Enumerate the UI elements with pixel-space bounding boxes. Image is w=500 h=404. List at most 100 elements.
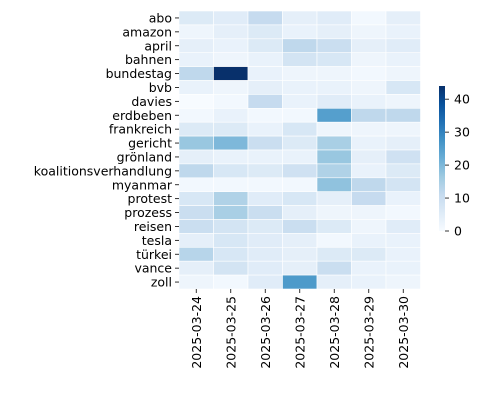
heatmap-cell	[213, 24, 249, 40]
heatmap-cell	[178, 233, 214, 248]
heatmap-cell	[385, 38, 421, 53]
colorbar-tick-label: 40	[454, 92, 470, 107]
heatmap-cell	[316, 260, 352, 276]
y-tick-label: bvb	[149, 80, 172, 95]
heatmap-cell	[247, 121, 283, 137]
heatmap-cell	[247, 24, 283, 40]
heatmap-cell	[247, 260, 283, 276]
heatmap-cell	[316, 135, 352, 151]
heatmap-cell	[178, 247, 214, 262]
heatmap-cell	[385, 191, 421, 206]
heatmap-cell	[316, 24, 352, 40]
heatmap-cell	[178, 66, 214, 81]
heatmap-cell	[178, 52, 214, 67]
heatmap-cell	[385, 163, 421, 179]
heatmap-cell	[213, 233, 249, 248]
y-tick-label: myanmar	[112, 177, 173, 192]
heatmap-cell	[282, 163, 318, 179]
heatmap-cell	[282, 191, 318, 206]
y-tick-label: bahnen	[125, 52, 172, 67]
heatmap-cell	[282, 38, 318, 53]
heatmap-cell	[385, 219, 421, 234]
heatmap-cell	[385, 177, 421, 193]
heatmap-cell	[316, 10, 352, 26]
y-tick-label: frankreich	[109, 122, 172, 137]
heatmap-cell	[351, 121, 387, 137]
heatmap-cell	[213, 10, 249, 26]
heatmap-cell	[282, 94, 318, 109]
heatmap-cell	[213, 149, 249, 165]
heatmap-cell	[385, 205, 421, 220]
heatmap-cell	[247, 163, 283, 179]
heatmap-cell	[385, 260, 421, 276]
heatmap-cell	[178, 260, 214, 276]
heatmap-cell	[282, 108, 318, 123]
heatmap-cell	[385, 247, 421, 262]
heatmap-cell	[178, 80, 214, 95]
heatmap-cell	[351, 24, 387, 40]
heatmap-cell	[385, 52, 421, 67]
heatmap-cell	[282, 52, 318, 67]
y-tick-label: vance	[134, 261, 172, 276]
heatmap-cell	[282, 247, 318, 262]
heatmap-cell	[178, 177, 214, 193]
heatmap-cell	[213, 121, 249, 137]
x-tick-label: 2025-03-25	[223, 296, 238, 369]
heatmap-cell	[316, 205, 352, 220]
heatmap-cell	[282, 135, 318, 151]
y-tick-label: bundestag	[106, 66, 172, 81]
x-tick-label: 2025-03-28	[327, 296, 342, 369]
heatmap-cells	[178, 10, 421, 290]
heatmap-cell	[351, 135, 387, 151]
heatmap-cell	[351, 219, 387, 234]
heatmap-cell	[351, 191, 387, 206]
heatmap-cell	[282, 274, 318, 290]
y-tick-label: gericht	[128, 136, 172, 151]
heatmap-cell	[247, 10, 283, 26]
heatmap-cell	[385, 233, 421, 248]
heatmap-cell	[213, 66, 249, 81]
heatmap-cell	[385, 149, 421, 165]
heatmap-cell	[351, 260, 387, 276]
x-tick-label: 2025-03-24	[189, 296, 204, 369]
heatmap-cell	[282, 205, 318, 220]
heatmap-cell	[282, 177, 318, 193]
colorbar-tick-label: 20	[454, 158, 470, 173]
colorbar-tick-label: 30	[454, 125, 470, 140]
heatmap-cell	[385, 94, 421, 109]
heatmap-cell	[316, 52, 352, 67]
heatmap-cell	[247, 219, 283, 234]
heatmap-cell	[316, 80, 352, 95]
y-tick-label: erdbeben	[112, 108, 172, 123]
heatmap-cell	[385, 66, 421, 81]
heatmap-cell	[316, 66, 352, 81]
heatmap-cell	[178, 191, 214, 206]
heatmap-cell	[213, 163, 249, 179]
heatmap-cell	[351, 163, 387, 179]
heatmap-cell	[247, 108, 283, 123]
colorbar-tick-label: 10	[454, 191, 470, 206]
heatmap-cell	[178, 24, 214, 40]
heatmap-cell	[178, 163, 214, 179]
x-tick-label: 2025-03-26	[258, 296, 273, 369]
heatmap-cell	[213, 177, 249, 193]
heatmap-cell	[247, 135, 283, 151]
heatmap-cell	[385, 24, 421, 40]
heatmap-cell	[385, 10, 421, 26]
heatmap-cell	[351, 10, 387, 26]
heatmap-cell	[213, 135, 249, 151]
heatmap-cell	[385, 80, 421, 95]
heatmap-cell	[213, 108, 249, 123]
heatmap-cell	[351, 66, 387, 81]
x-tick-label: 2025-03-27	[292, 296, 307, 369]
heatmap-cell	[351, 149, 387, 165]
heatmap-cell	[247, 38, 283, 53]
heatmap-cell	[178, 121, 214, 137]
heatmap-cell	[385, 121, 421, 137]
heatmap-cell	[247, 191, 283, 206]
heatmap-cell	[247, 94, 283, 109]
heatmap-cell	[247, 274, 283, 290]
heatmap-cell	[316, 163, 352, 179]
heatmap-cell	[213, 38, 249, 53]
